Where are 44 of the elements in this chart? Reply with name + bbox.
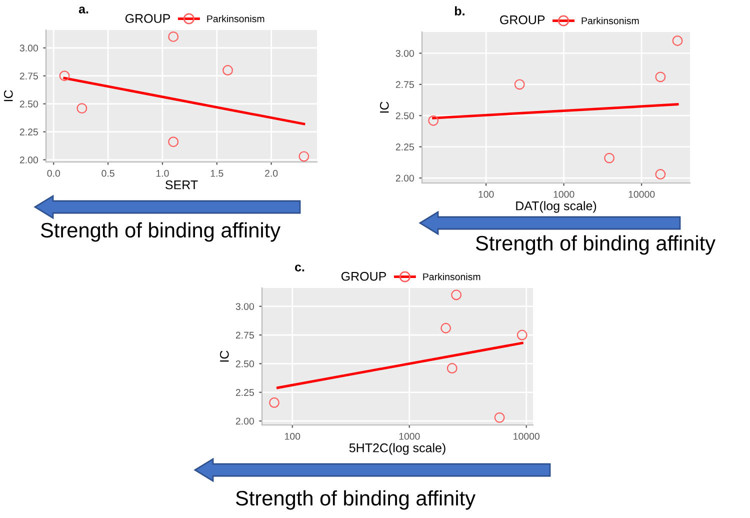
- x-tick-label: 2.0: [265, 170, 278, 177]
- x-tick-label: 10000: [628, 190, 655, 198]
- legend-label: Parkinsonism: [582, 17, 639, 24]
- text: Strength of binding affinity: [40, 222, 280, 242]
- x-axis-title: 5HT2C(log scale): [349, 443, 446, 455]
- text: Strength of binding affinity: [236, 490, 476, 510]
- y-tick-label: 3.00: [20, 44, 38, 52]
- y-tick-label: 2.00: [20, 156, 38, 164]
- y-axis-title: IC: [380, 102, 389, 113]
- legend-title: GROUP: [500, 15, 545, 24]
- legend-label: Parkinsonism: [207, 15, 264, 22]
- y-tick-label: 2.25: [396, 144, 414, 150]
- x-tick-label: 0.5: [102, 170, 114, 177]
- y-tick-label: 2.50: [20, 100, 38, 108]
- x-tick-label: 1.0: [156, 170, 169, 177]
- y-axis-title: IC: [220, 350, 229, 362]
- y-tick-label: 2.75: [236, 332, 254, 339]
- x-tick-label: 1000: [554, 190, 574, 198]
- chart-title: a.: [78, 6, 88, 14]
- legend-label: Parkinsonism: [423, 273, 480, 280]
- x-tick-label: 1.5: [210, 170, 224, 177]
- y-tick-label: 3.00: [396, 50, 414, 57]
- x-tick-label: 1000: [399, 432, 420, 440]
- y-tick-label: 2.00: [236, 418, 254, 425]
- x-tick-label: 0.0: [47, 170, 60, 177]
- y-tick-label: 2.00: [396, 174, 414, 182]
- chart-title: c.: [295, 264, 304, 272]
- y-tick-label: 3.00: [236, 303, 254, 310]
- y-tick-label: 2.50: [236, 360, 254, 368]
- y-tick-label: 2.25: [236, 389, 254, 396]
- y-tick-label: 2.25: [20, 128, 38, 136]
- y-tick-label: 2.75: [396, 81, 414, 88]
- y-tick-label: 2.50: [396, 112, 414, 120]
- x-tick-label: 100: [285, 432, 300, 440]
- chart-title: b.: [454, 6, 464, 16]
- text: Strength of binding affinity: [476, 235, 716, 255]
- x-tick-label: 100: [478, 190, 494, 198]
- y-axis-title: IC: [4, 90, 13, 102]
- y-tick-label: 2.75: [20, 72, 38, 80]
- x-axis-title: DAT(log scale): [516, 201, 596, 213]
- x-axis-title: SERT: [166, 180, 198, 190]
- x-tick-label: 10000: [514, 432, 540, 440]
- legend-title: GROUP: [341, 272, 386, 281]
- legend-title: GROUP: [125, 14, 170, 23]
